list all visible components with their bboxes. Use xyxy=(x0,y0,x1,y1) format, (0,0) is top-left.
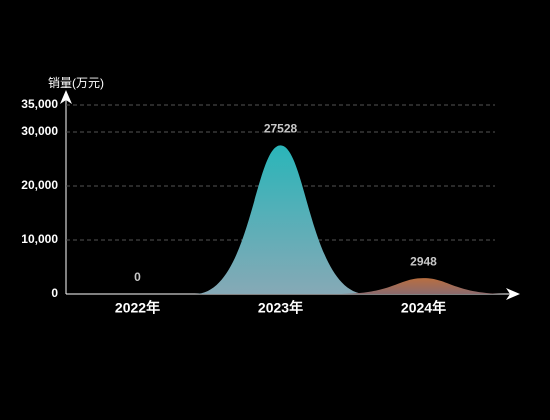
peak xyxy=(194,145,367,294)
value-label: 2948 xyxy=(410,254,437,268)
peak xyxy=(337,278,510,294)
value-label: 27528 xyxy=(264,122,298,136)
y-axis-arrow xyxy=(60,90,72,104)
y-tick-label: 20,000 xyxy=(21,178,58,192)
x-axis-arrow xyxy=(506,288,520,300)
x-tick-label: 2024年 xyxy=(401,300,446,316)
y-axis-title: 销量(万元) xyxy=(48,76,104,90)
y-tick-label: 10,000 xyxy=(21,232,58,246)
value-label: 0 xyxy=(134,270,141,284)
y-tick-label: 30,000 xyxy=(21,124,58,138)
x-tick-label: 2023年 xyxy=(258,300,303,316)
x-tick-label: 2022年 xyxy=(115,300,160,316)
y-tick-label: 0 xyxy=(51,286,58,300)
y-tick-label: 35,000 xyxy=(21,97,58,111)
